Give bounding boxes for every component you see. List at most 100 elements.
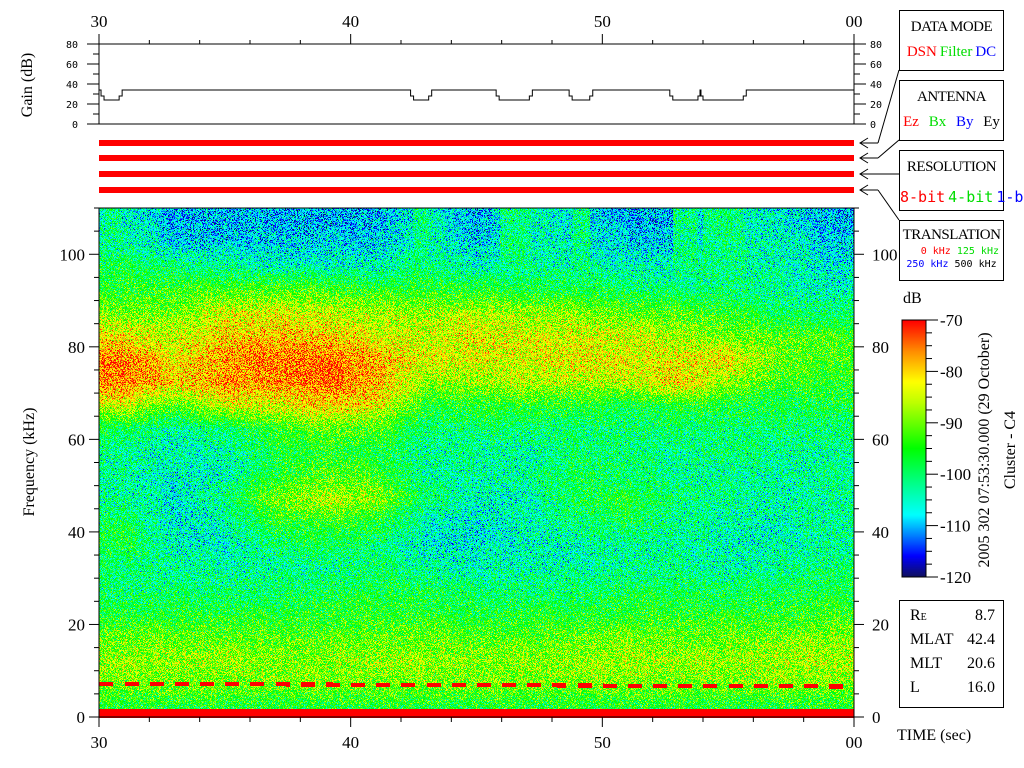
gain-y-tick-label-left: 20 [66, 100, 78, 111]
arrow-left-icon [859, 152, 878, 164]
info-label-mlat: MLAT [910, 631, 954, 648]
colorbar-label: dB [903, 290, 922, 307]
freq-tick-label-right: 100 [872, 245, 898, 264]
colorbar-tick-label: -120 [940, 568, 971, 587]
translation-title: TRANSLATION [902, 227, 1001, 243]
gain-y-tick-label-right: 20 [870, 100, 882, 111]
info-sub-re: E [920, 612, 927, 623]
gain-y-tick-label-left: 80 [66, 40, 78, 51]
arrow-left-icon [859, 184, 878, 196]
gain-y-tick-label-right: 0 [870, 120, 876, 131]
data-mode-dsn: DSN [906, 44, 937, 60]
spectrogram-frame [98, 207, 855, 718]
datetime-label: 2005 302 07:53:30.000 (29 October) [976, 332, 993, 568]
info-value-l: 16.0 [967, 679, 995, 696]
antenna-by: By [955, 114, 974, 130]
colorbar-frame [901, 319, 927, 578]
gain-axis-label: Gain (dB) [19, 52, 36, 118]
data-mode-title: DATA MODE [910, 19, 993, 35]
gain-y-tick-label-left: 0 [72, 120, 78, 131]
data-mode-filter: Filter [939, 44, 973, 60]
translation-250khz: 250 kHz [906, 259, 949, 270]
antenna-ez: Ez [903, 114, 919, 130]
data-mode-items: DSN Filter DC [900, 44, 1003, 61]
translation-125khz: 125 kHz [956, 246, 999, 257]
time-tick-label: 50 [594, 733, 611, 752]
gain-y-tick-label-right: 60 [870, 60, 882, 71]
top-x-tick-label: 00 [846, 12, 863, 31]
colorbar-tick-label: -70 [940, 311, 963, 330]
resolution-8bit: 8-bit [900, 188, 946, 206]
antenna-ey: Ey [983, 114, 1000, 130]
top-x-tick-label: 30 [91, 12, 108, 31]
time-tick-label: 00 [846, 733, 863, 752]
freq-tick-label-right: 0 [872, 708, 881, 727]
info-row-l: L 16.0 [910, 679, 995, 703]
info-row-re: RE 8.7 [910, 607, 995, 631]
antenna-bx: Bx [928, 114, 947, 130]
gain-y-tick-label-right: 80 [870, 40, 882, 51]
freq-tick-label-right: 40 [872, 523, 889, 542]
status-bar-2 [99, 155, 854, 161]
gain-y-tick-label-left: 60 [66, 60, 78, 71]
spectrogram-heatmap [99, 208, 854, 718]
colorbar-tick-label: -80 [940, 362, 963, 381]
info-value-mlt: 20.6 [967, 655, 995, 672]
time-tick-label: 30 [91, 733, 108, 752]
status-bar-4 [99, 187, 854, 193]
colorbar-tick-label: -90 [940, 414, 963, 433]
translation-row-2: 250 kHz 500 kHz [900, 259, 1003, 270]
leader-line [877, 189, 900, 221]
colorbar-tick-label: -100 [940, 465, 971, 484]
translation-500khz: 500 kHz [954, 259, 997, 270]
spacecraft-label: Cluster - C4 [1002, 410, 1019, 490]
freq-tick-label-left: 20 [68, 615, 85, 634]
x-axis-label: TIME (sec) [897, 727, 972, 744]
leader-line [877, 139, 900, 159]
info-row-mlt: MLT 20.6 [910, 655, 995, 679]
gain-y-tick-label-right: 40 [870, 80, 882, 91]
orbit-info-panel: RE 8.7 MLAT 42.4 MLT 20.6 L 16.0 [899, 600, 1004, 708]
antenna-items: Ez Bx By Ey [900, 114, 1003, 131]
info-label-l: L [910, 679, 920, 696]
antenna-title: ANTENNA [917, 89, 987, 105]
info-label-mlt: MLT [910, 655, 943, 672]
status-bar-1 [99, 140, 854, 146]
arrow-left-icon [859, 168, 878, 180]
time-tick-label: 40 [342, 733, 359, 752]
arrow-left-icon [859, 137, 878, 149]
translation-panel: TRANSLATION 0 kHz 125 kHz 250 kHz 500 kH… [899, 220, 1004, 281]
translation-row-1: 0 kHz 125 kHz [900, 246, 1003, 257]
top-x-tick-label: 40 [342, 12, 359, 31]
freq-tick-label-left: 0 [77, 708, 86, 727]
colorbar [902, 320, 926, 577]
antenna-panel: ANTENNA Ez Bx By Ey [899, 80, 1004, 141]
freq-tick-label-left: 100 [60, 245, 86, 264]
data-mode-dc: DC [975, 44, 997, 60]
translation-0khz: 0 kHz [920, 246, 951, 257]
status-bar-3 [99, 171, 854, 177]
resolution-1bit: 1-bit [996, 188, 1024, 206]
resolution-title: RESOLUTION [906, 159, 997, 175]
info-label-re: R [910, 607, 921, 624]
freq-tick-label-right: 20 [872, 615, 889, 634]
info-row-mlat: MLAT 42.4 [910, 631, 995, 655]
info-value-re: 8.7 [975, 607, 995, 624]
gain-trace [99, 89, 854, 101]
gain-y-tick-label-left: 40 [66, 80, 78, 91]
freq-tick-label-right: 80 [872, 338, 889, 357]
freq-tick-label-left: 80 [68, 338, 85, 357]
freq-tick-label-left: 40 [68, 523, 85, 542]
freq-tick-label-right: 60 [872, 430, 889, 449]
info-value-mlat: 42.4 [967, 631, 995, 648]
colorbar-tick-label: -110 [940, 517, 971, 536]
leader-line [877, 69, 900, 144]
frequency-axis-label: Frequency (kHz) [21, 407, 38, 517]
resolution-4bit: 4-bit [948, 188, 994, 206]
freq-tick-label-left: 60 [68, 430, 85, 449]
top-x-tick-label: 50 [594, 12, 611, 31]
data-mode-panel: DATA MODE DSN Filter DC [899, 10, 1004, 71]
